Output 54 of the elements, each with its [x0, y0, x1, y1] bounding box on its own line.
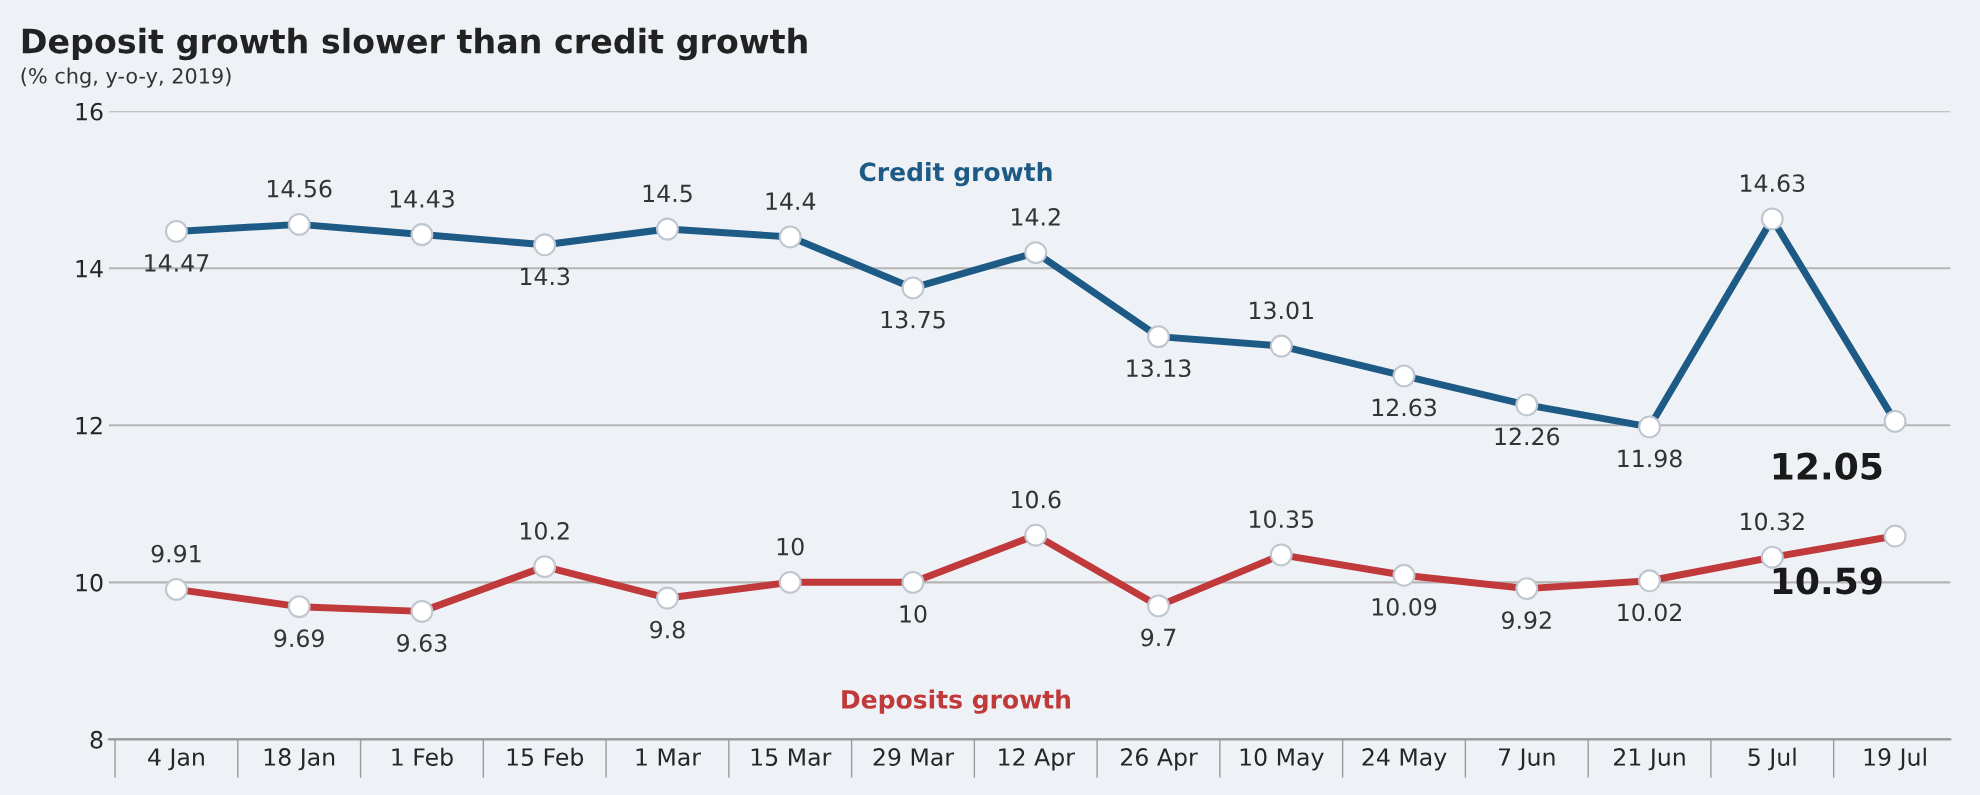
x-tick-label: 15 Mar — [751, 748, 832, 766]
text: Deposits growth — [842, 689, 1070, 714]
data-label: 14.47 — [145, 254, 209, 272]
data-label: 9.8 — [650, 620, 685, 639]
data-label: 12.63 — [1372, 398, 1436, 417]
x-tick-label: 1 Feb — [392, 747, 453, 766]
data-label: 14.2 — [1012, 207, 1060, 226]
data-label: 9.92 — [1501, 611, 1551, 630]
data-label: 9.91 — [151, 544, 201, 563]
data-label: 10.35 — [1250, 510, 1313, 529]
data-label: 9.63 — [397, 634, 447, 652]
x-tick-label: 5 Jul — [1748, 747, 1796, 771]
data-label: 13.75 — [881, 310, 945, 329]
data-label: 13.13 — [1127, 359, 1191, 378]
y-tick-label: 10 — [76, 573, 103, 592]
x-tick-label: 18 Jan — [264, 748, 335, 771]
x-tick-label: 19 Jul — [1864, 747, 1926, 771]
x-tick-label: 10 May — [1240, 748, 1324, 771]
data-label: 10.02 — [1618, 603, 1681, 622]
y-tick-label: 12 — [76, 416, 102, 435]
data-label: 9.7 — [1141, 628, 1176, 647]
data-label: 9.69 — [274, 629, 324, 648]
data-label: 14.56 — [267, 179, 332, 198]
x-tick-label: 1 Mar — [636, 748, 701, 766]
data-label: 10 — [777, 537, 804, 556]
chart-subtitle: (% chg, y-o-y, 2019) — [21, 67, 231, 88]
x-tick-label: 4 Jan — [148, 748, 204, 771]
data-label: 10.09 — [1372, 597, 1437, 616]
data-label: 10 — [900, 604, 927, 623]
data-label: 10.59 — [1773, 567, 1882, 595]
y-tick-label: 8 — [90, 730, 103, 749]
data-label: 10.2 — [521, 521, 569, 540]
data-label: 14.43 — [390, 189, 454, 208]
x-tick-label: 7 Jun — [1499, 748, 1555, 771]
x-tick-label: 12 Apr — [999, 748, 1075, 771]
chart-title: Deposit growth slower than credit growth — [22, 27, 807, 61]
text: Credit growth — [859, 161, 1052, 187]
data-label: 14.63 — [1741, 174, 1805, 193]
x-tick-label: 24 May — [1362, 748, 1447, 771]
data-label: 14.4 — [766, 192, 816, 210]
x-tick-label: 26 Apr — [1121, 748, 1198, 771]
data-label: 10.32 — [1741, 512, 1804, 531]
data-label: 11.98 — [1618, 449, 1682, 468]
data-label: 12.26 — [1495, 427, 1560, 446]
data-label: 13.01 — [1250, 301, 1313, 320]
y-tick-label: 14 — [76, 260, 103, 278]
y-tick-label: 16 — [76, 102, 103, 121]
data-label: 14.5 — [643, 184, 692, 203]
x-tick-label: 29 Mar — [873, 748, 955, 766]
data-label: 14.3 — [521, 267, 570, 286]
data-label: 12.05 — [1773, 452, 1882, 480]
x-tick-label: 15 Feb — [507, 747, 584, 766]
data-label: 10.6 — [1012, 490, 1061, 509]
x-tick-label: 21 Jun — [1614, 748, 1685, 771]
